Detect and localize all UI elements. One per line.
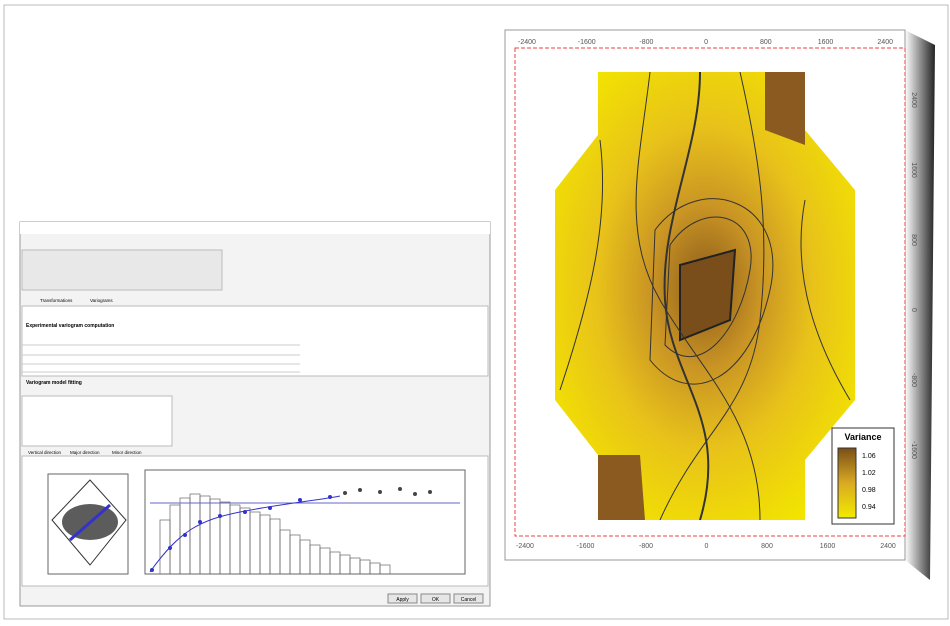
right-tick: -800: [910, 373, 917, 387]
legend-label: 1.02: [862, 470, 876, 477]
dialog: [20, 222, 490, 606]
top-tick: -1600: [578, 39, 596, 46]
legend-label: 0.98: [862, 487, 876, 494]
section-title: Experimental variogram computation: [26, 323, 114, 329]
bottom-tick: 2400: [880, 543, 896, 550]
top-tick: 0: [704, 39, 708, 46]
button-label[interactable]: Cancel: [461, 597, 477, 603]
bottom-tick: 1600: [820, 543, 836, 550]
right-tick: 800: [910, 234, 917, 246]
tab[interactable]: Transformations: [40, 298, 73, 303]
tab[interactable]: Major direction: [70, 450, 100, 455]
bottom-tick: 800: [761, 543, 773, 550]
top-tick: -2400: [518, 39, 536, 46]
bottom-tick: -1600: [577, 543, 595, 550]
top-tick: -800: [639, 39, 653, 46]
button-label[interactable]: OK: [432, 597, 440, 603]
map-window: [505, 30, 935, 580]
top-tick: 800: [760, 39, 772, 46]
right-tick: 0: [910, 308, 917, 312]
legend-label: 1.06: [862, 453, 876, 460]
right-tick: -1600: [910, 441, 917, 459]
legend-label: 0.94: [862, 504, 876, 511]
section-title: Variogram model fitting: [26, 380, 82, 386]
tab[interactable]: Variograms: [90, 298, 113, 303]
top-tick: 1600: [818, 39, 834, 46]
right-tick: 1600: [910, 162, 917, 178]
right-tick: 2400: [910, 92, 917, 108]
tab[interactable]: Minor direction: [112, 450, 142, 455]
tab[interactable]: Vertical direction: [28, 450, 62, 455]
bottom-tick: -2400: [516, 543, 534, 550]
legend-title: Variance: [844, 432, 881, 442]
top-tick: 2400: [877, 39, 893, 46]
bottom-tick: 0: [705, 543, 709, 550]
bottom-tick: -800: [639, 543, 653, 550]
button-label[interactable]: Apply: [396, 597, 409, 603]
screenshot: Experimental variogram computation Variog…: [0, 0, 950, 621]
